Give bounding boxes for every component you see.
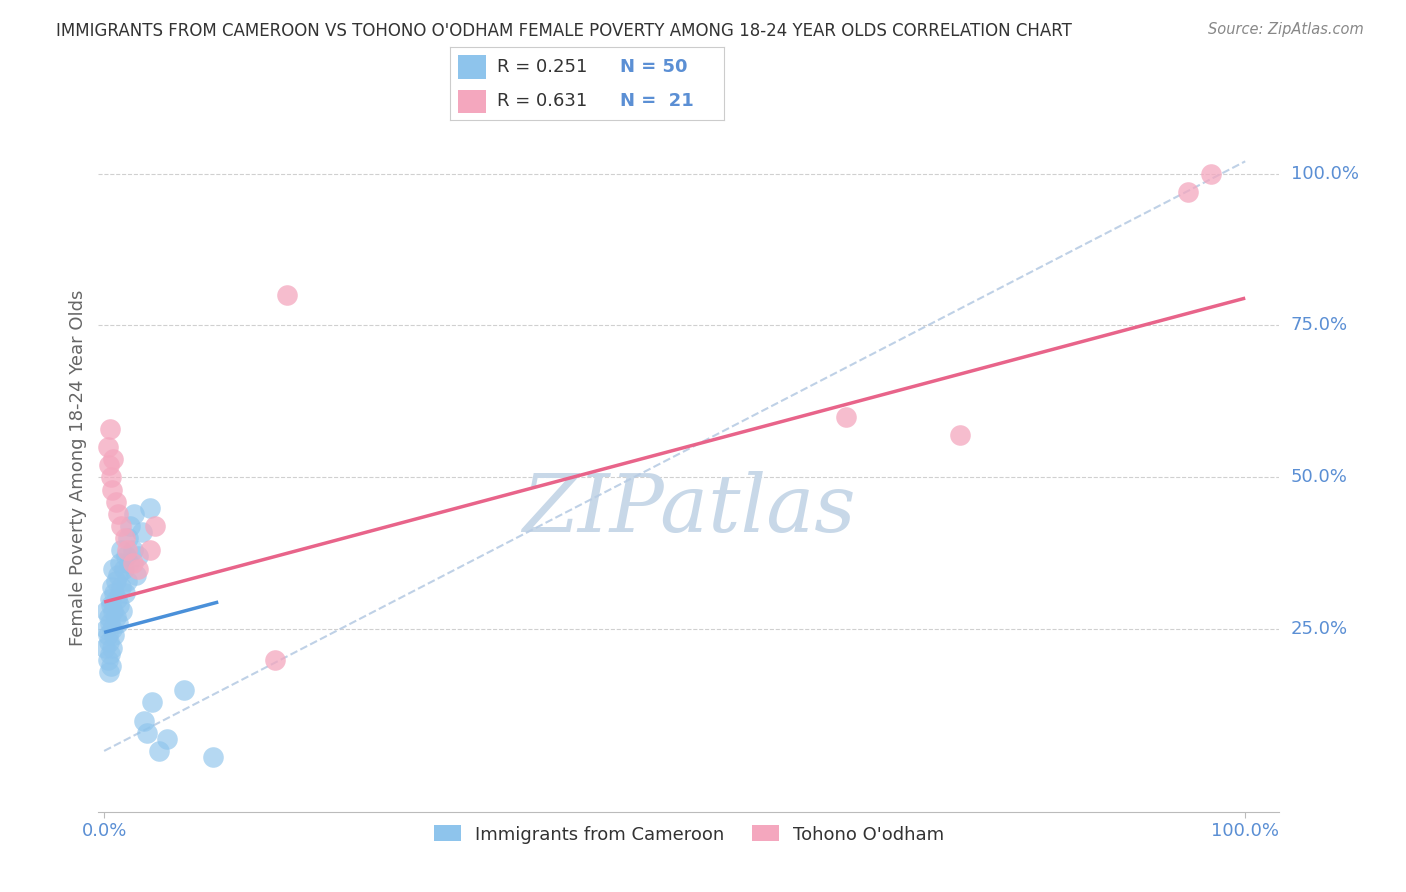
Text: R = 0.631: R = 0.631 xyxy=(496,93,586,111)
Point xyxy=(108,598,131,612)
Point xyxy=(103,452,125,467)
Text: 100.0%: 100.0% xyxy=(1291,164,1358,183)
Point xyxy=(103,586,125,600)
Point xyxy=(98,647,121,661)
Legend: Immigrants from Cameroon, Tohono O'odham: Immigrants from Cameroon, Tohono O'odham xyxy=(426,818,952,851)
Point xyxy=(101,483,124,497)
Text: Source: ZipAtlas.com: Source: ZipAtlas.com xyxy=(1208,22,1364,37)
Point xyxy=(97,634,120,648)
Point xyxy=(121,556,143,570)
Point xyxy=(105,592,128,607)
Point xyxy=(101,623,124,637)
Point xyxy=(114,531,136,545)
Point xyxy=(101,580,124,594)
Text: 50.0%: 50.0% xyxy=(1291,468,1347,486)
Text: ZIPatlas: ZIPatlas xyxy=(522,471,856,549)
Point xyxy=(139,543,162,558)
Point xyxy=(108,556,131,570)
Text: IMMIGRANTS FROM CAMEROON VS TOHONO O'ODHAM FEMALE POVERTY AMONG 18-24 YEAR OLDS : IMMIGRANTS FROM CAMEROON VS TOHONO O'ODH… xyxy=(56,22,1073,40)
Point xyxy=(276,288,298,302)
Y-axis label: Female Poverty Among 18-24 Year Olds: Female Poverty Among 18-24 Year Olds xyxy=(69,290,87,647)
Point xyxy=(100,658,122,673)
Point xyxy=(201,750,224,764)
Point xyxy=(110,580,132,594)
Point xyxy=(103,604,125,618)
Point xyxy=(121,543,143,558)
Point xyxy=(949,428,972,442)
Point xyxy=(103,561,125,575)
Point xyxy=(114,586,136,600)
Point xyxy=(107,507,129,521)
Point xyxy=(145,519,167,533)
Point xyxy=(98,616,121,631)
Point xyxy=(110,543,132,558)
Point xyxy=(125,567,148,582)
Point xyxy=(96,440,118,454)
Text: N = 50: N = 50 xyxy=(620,58,688,76)
Point xyxy=(96,628,118,642)
Point xyxy=(103,628,125,642)
Point xyxy=(1199,167,1222,181)
Point xyxy=(107,616,129,631)
Point xyxy=(104,574,127,588)
Point xyxy=(111,604,134,618)
Point xyxy=(127,561,149,575)
Point xyxy=(98,592,121,607)
Point xyxy=(96,604,118,618)
Point xyxy=(132,714,155,728)
Point xyxy=(141,695,163,709)
Point xyxy=(97,610,120,624)
Point xyxy=(96,623,118,637)
Point xyxy=(122,507,145,521)
Point xyxy=(97,458,120,473)
Point xyxy=(98,422,121,436)
Text: N =  21: N = 21 xyxy=(620,93,693,111)
Point xyxy=(97,665,120,679)
Point xyxy=(131,525,153,540)
Point xyxy=(94,640,117,655)
Point xyxy=(120,519,142,533)
Point xyxy=(173,683,195,698)
Point xyxy=(1177,185,1199,199)
Point xyxy=(127,549,149,564)
Point xyxy=(101,640,124,655)
Point xyxy=(100,470,122,484)
Point xyxy=(835,409,858,424)
Point xyxy=(112,561,135,575)
Point xyxy=(156,731,179,746)
Point xyxy=(100,598,122,612)
Point xyxy=(115,574,138,588)
Point xyxy=(115,543,138,558)
Point xyxy=(104,610,127,624)
Point xyxy=(110,519,132,533)
Point xyxy=(264,653,287,667)
Text: R = 0.251: R = 0.251 xyxy=(496,58,586,76)
Bar xyxy=(458,90,485,113)
Point xyxy=(117,531,139,545)
Point xyxy=(148,744,170,758)
Point xyxy=(136,725,159,739)
Point xyxy=(114,549,136,564)
Point xyxy=(107,567,129,582)
Point xyxy=(96,653,118,667)
Point xyxy=(104,494,127,508)
Point xyxy=(118,556,141,570)
Text: 25.0%: 25.0% xyxy=(1291,620,1348,639)
Point xyxy=(139,500,162,515)
Text: 75.0%: 75.0% xyxy=(1291,317,1348,334)
Bar xyxy=(458,55,485,78)
